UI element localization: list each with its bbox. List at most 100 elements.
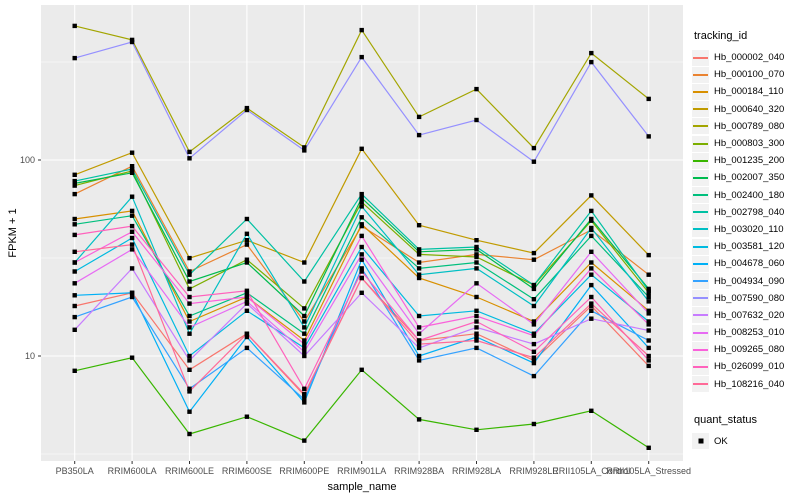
data-point bbox=[646, 338, 651, 343]
data-point bbox=[302, 345, 307, 351]
y-axis-title: FPKM + 1 bbox=[7, 208, 19, 258]
data-point bbox=[416, 275, 422, 281]
data-point bbox=[531, 319, 537, 324]
data-point bbox=[474, 338, 479, 343]
data-point bbox=[72, 269, 77, 274]
data-point bbox=[244, 345, 250, 351]
legend-entry: Hb_007590_080 bbox=[692, 290, 800, 307]
data-point bbox=[187, 313, 192, 319]
legend-entry-label: Hb_000789_080 bbox=[714, 120, 785, 132]
legend-entry-label: Hb_003581_120 bbox=[714, 241, 785, 253]
data-point bbox=[129, 294, 135, 300]
legend-entries: Hb_000002_040 Hb_000100_070 Hb_000184_110 H… bbox=[692, 49, 800, 393]
x-tick-label: RRIM928LE bbox=[509, 466, 558, 476]
y-tick-label: 100 bbox=[20, 155, 35, 165]
legend-key bbox=[692, 433, 709, 450]
data-point bbox=[129, 166, 135, 172]
legend-color-line bbox=[693, 365, 708, 368]
legend: tracking_id Hb_000002_040 Hb_000100_070 Hb… bbox=[692, 0, 800, 450]
data-point bbox=[302, 260, 307, 265]
legend-key bbox=[692, 66, 709, 83]
legend-key bbox=[692, 187, 709, 204]
x-tick-label: RRIM600LA bbox=[108, 466, 157, 476]
legend-entry: Hb_000002_040 bbox=[692, 49, 800, 66]
legend-color-line bbox=[693, 228, 708, 231]
legend-quant-entries: OK bbox=[692, 433, 800, 450]
data-point bbox=[72, 281, 77, 286]
data-point bbox=[302, 306, 307, 311]
data-point bbox=[244, 299, 250, 304]
x-tick-label: RRIM600PE bbox=[279, 466, 329, 476]
data-point bbox=[244, 288, 250, 293]
x-tick-label: RRIM928BA bbox=[394, 466, 444, 476]
data-point bbox=[416, 223, 422, 228]
x-tick-label: RRIM600LE bbox=[165, 466, 214, 476]
legend-entry: Hb_000100_070 bbox=[692, 66, 800, 83]
data-point bbox=[72, 216, 77, 222]
legend-color-line bbox=[693, 125, 708, 128]
data-point bbox=[187, 301, 192, 306]
legend-key bbox=[692, 169, 709, 186]
x-axis-title: sample_name bbox=[327, 481, 397, 493]
data-point bbox=[129, 266, 135, 271]
data-point bbox=[359, 367, 364, 372]
data-point bbox=[244, 257, 250, 262]
data-point bbox=[474, 86, 479, 92]
legend-entry: Hb_008253_010 bbox=[692, 324, 800, 341]
data-point bbox=[187, 353, 192, 359]
data-point bbox=[416, 358, 422, 363]
legend-color-line bbox=[693, 297, 708, 300]
legend-entry: Hb_108216_040 bbox=[692, 376, 800, 393]
data-point bbox=[302, 148, 307, 153]
data-point bbox=[416, 338, 422, 343]
legend-entry: Hb_002400_180 bbox=[692, 187, 800, 204]
legend-key bbox=[692, 83, 709, 100]
legend-color-line bbox=[693, 176, 708, 179]
x-tick-label: RRIM600SE bbox=[222, 466, 272, 476]
data-point bbox=[244, 107, 250, 113]
legend-key bbox=[692, 307, 709, 324]
legend-entry: Hb_000803_300 bbox=[692, 135, 800, 152]
data-point bbox=[589, 193, 594, 198]
data-point bbox=[416, 247, 422, 252]
data-point bbox=[359, 191, 364, 197]
data-point bbox=[646, 353, 651, 359]
data-point bbox=[302, 331, 307, 336]
data-point bbox=[129, 194, 135, 199]
legend-entry-label: Hb_002007_350 bbox=[714, 172, 785, 184]
data-point bbox=[531, 250, 537, 256]
data-point bbox=[474, 345, 479, 351]
data-point bbox=[646, 272, 651, 277]
legend-key bbox=[692, 101, 709, 118]
data-point bbox=[531, 421, 537, 427]
data-point bbox=[589, 216, 594, 222]
data-point bbox=[187, 431, 192, 437]
legend-quant-label: OK bbox=[714, 435, 728, 447]
data-point bbox=[531, 349, 537, 354]
data-point bbox=[531, 159, 537, 164]
data-point bbox=[129, 290, 135, 295]
data-point bbox=[244, 294, 250, 300]
data-point bbox=[359, 204, 364, 209]
data-point bbox=[646, 299, 651, 304]
legend-color-line bbox=[693, 56, 708, 59]
data-point bbox=[359, 54, 364, 60]
data-point bbox=[646, 328, 651, 333]
legend-entry-label: Hb_108216_040 bbox=[714, 378, 785, 390]
data-point bbox=[646, 322, 651, 327]
legend-title-quant-status: quant_status bbox=[694, 413, 757, 426]
data-point bbox=[72, 368, 77, 373]
data-point bbox=[474, 325, 479, 330]
legend-entry-label: Hb_000002_040 bbox=[714, 52, 785, 64]
data-point bbox=[531, 145, 537, 151]
data-point bbox=[302, 341, 307, 347]
data-point bbox=[302, 338, 307, 343]
data-point bbox=[531, 297, 537, 302]
data-point bbox=[474, 427, 479, 432]
data-point bbox=[474, 294, 479, 300]
legend-key bbox=[692, 49, 709, 66]
data-point bbox=[302, 279, 307, 284]
y-tick-label: 10 bbox=[25, 351, 35, 361]
